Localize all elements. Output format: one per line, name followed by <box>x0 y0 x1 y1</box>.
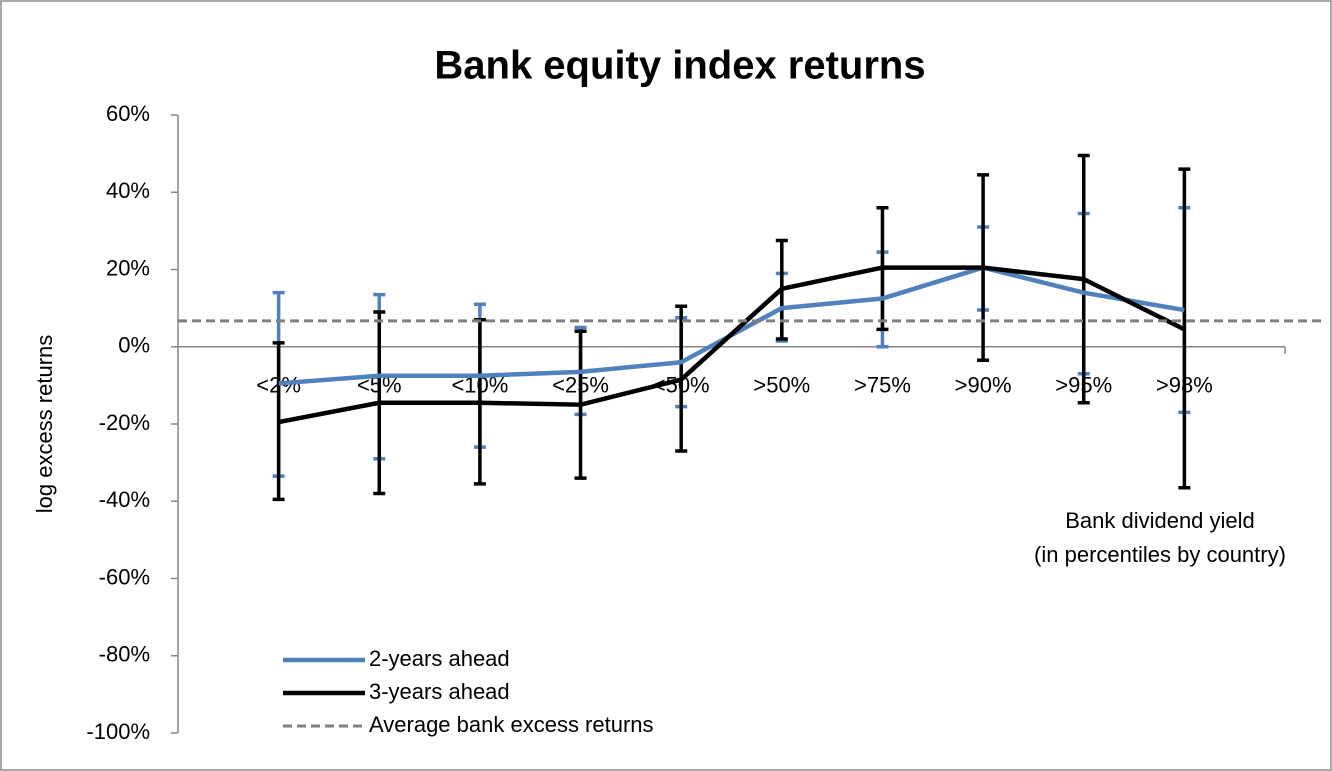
y-tick-label: -100% <box>86 719 150 744</box>
y-tick-label: 20% <box>106 255 150 280</box>
y-axis-label: log excess returns <box>32 335 57 514</box>
y-tick-label: 40% <box>106 178 150 203</box>
y-tick-label: -40% <box>99 487 150 512</box>
x-tick-label: >50% <box>753 373 810 398</box>
series-line <box>278 265 1186 425</box>
legend-label: Average bank excess returns <box>369 712 654 737</box>
x-tick-label: >75% <box>854 373 911 398</box>
y-tick-label: -20% <box>99 410 150 435</box>
annotation: Bank dividend yield <box>1065 508 1255 533</box>
legend-label: 3-years ahead <box>369 679 510 704</box>
y-tick-label: -80% <box>99 642 150 667</box>
chart-title: Bank equity index returns <box>434 44 925 88</box>
y-tick-label: 60% <box>106 101 150 126</box>
y-tick-label: 0% <box>118 333 150 358</box>
y-tick-label: -60% <box>99 564 150 589</box>
annotation: (in percentiles by country) <box>1034 542 1286 567</box>
legend-label: 2-years ahead <box>369 646 510 671</box>
x-tick-label: >90% <box>955 373 1012 398</box>
